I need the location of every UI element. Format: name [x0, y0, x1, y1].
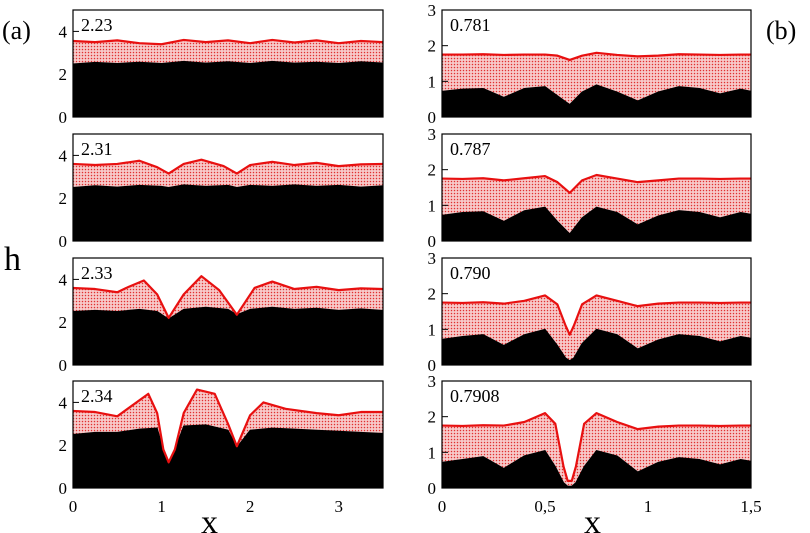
parameter-label: 0.787	[450, 139, 491, 159]
panel-b-4: 0 1 2 3 0 0,5 1 1,5 0.7908	[428, 372, 762, 516]
film-region	[73, 39, 383, 64]
panel-a-3: 0 2 4 2.33	[59, 257, 384, 375]
y-tick-label: 0	[428, 479, 437, 498]
film-region	[442, 413, 751, 487]
x-tick-label: 1,5	[740, 497, 761, 516]
surface-line	[72, 275, 384, 320]
plot-frame	[72, 133, 384, 242]
panel-b-2: 0 1 2 3 0.787	[428, 125, 752, 251]
y-tick-label: 4	[59, 270, 68, 289]
x-tick-label: 3	[334, 497, 343, 516]
y-tick-label: 0	[59, 356, 68, 375]
y-tick-label: 2	[59, 65, 68, 84]
parameter-label: 2.34	[81, 386, 113, 406]
y-tick-label: 2	[59, 189, 68, 208]
substrate-area	[441, 206, 752, 242]
y-tick-label: 2	[59, 436, 68, 455]
y-tick-label: 2	[428, 408, 437, 427]
y-tick-label: 1	[428, 72, 437, 91]
surface-line	[442, 51, 751, 62]
film-region	[73, 276, 383, 319]
y-tick-label: 1	[428, 320, 437, 339]
surface-line	[441, 294, 751, 336]
parameter-label: 0.7908	[450, 386, 500, 406]
substrate-area	[441, 84, 752, 118]
y-tick-label: 3	[428, 372, 437, 391]
y-tick-label: 4	[59, 393, 68, 412]
y-tick-label: 0	[59, 108, 68, 127]
panel-a-4: 0 2 4 0 1 2 3 2.34	[59, 380, 384, 516]
substrate-area	[441, 328, 752, 366]
x-tick-label: 2	[246, 497, 255, 516]
film-region	[442, 295, 751, 361]
plot-frame	[441, 380, 752, 489]
panel-a-tag: (a)	[2, 16, 31, 45]
panel-b-tag: (b)	[766, 16, 796, 45]
plot-frame	[72, 380, 384, 489]
y-tick-label: 0	[428, 108, 437, 127]
y-tick-label: 3	[428, 125, 437, 144]
y-tick-label: 2	[428, 161, 437, 180]
panel-a-2: 0 2 4 2.31	[59, 133, 384, 251]
y-tick-label: 1	[428, 443, 437, 462]
parameter-label: 2.31	[81, 139, 113, 159]
panel-a-1: 0 2 4 2.23	[59, 9, 384, 127]
substrate-area	[72, 60, 384, 118]
x-tick-label: 0	[69, 497, 78, 516]
panel-b-3: 0 1 2 3 0.790	[428, 249, 752, 375]
panels: 0 2 4 2.23 0 2 4 2.31 0 2 4 2.33 0 2 4 0 1 2 3 2.34 0 1 2 3 0.78…	[59, 1, 762, 516]
y-tick-label: 0	[59, 479, 68, 498]
film-region	[442, 175, 751, 234]
plot-frame	[72, 9, 384, 118]
surface-line	[72, 38, 384, 46]
parameter-label: 0.790	[450, 263, 491, 283]
y-tick-label: 3	[428, 249, 437, 268]
y-tick-label: 4	[59, 146, 68, 165]
plot-frame	[441, 257, 752, 366]
plot-frame	[441, 9, 752, 118]
substrate-area	[72, 424, 384, 489]
parameter-label: 0.781	[450, 15, 491, 35]
x-tick-label: 0	[438, 497, 447, 516]
x-tick-label: 1	[644, 497, 653, 516]
y-tick-label: 0	[59, 232, 68, 251]
y-tick-label: 2	[428, 37, 437, 56]
y-tick-label: 0	[428, 232, 437, 251]
panel-b-1: 0 1 2 3 0.781	[428, 1, 752, 127]
film-region	[73, 159, 383, 188]
plot-frame	[72, 257, 384, 366]
substrate-area	[72, 306, 384, 366]
parameter-label: 2.23	[81, 15, 113, 35]
y-tick-label: 2	[428, 285, 437, 304]
y-tick-label: 0	[428, 356, 437, 375]
plot-frame	[441, 133, 752, 242]
y-tick-label: 3	[428, 1, 437, 20]
x-tick-label: 0,5	[534, 497, 555, 516]
film-region	[442, 52, 751, 105]
substrate-area	[72, 184, 384, 242]
substrate-area	[441, 449, 752, 489]
surface-line	[72, 158, 384, 175]
parameter-label: 2.33	[81, 263, 113, 283]
y-tick-label: 2	[59, 313, 68, 332]
y-axis-label: h	[4, 241, 21, 278]
y-tick-label: 1	[428, 196, 437, 215]
surface-line	[441, 173, 751, 194]
surface-line	[72, 388, 383, 464]
x-axis-label-a: x	[201, 504, 218, 533]
x-tick-label: 1	[157, 497, 166, 516]
surface-line	[441, 412, 751, 482]
y-tick-label: 4	[59, 22, 68, 41]
x-axis-label-b: x	[584, 504, 601, 533]
